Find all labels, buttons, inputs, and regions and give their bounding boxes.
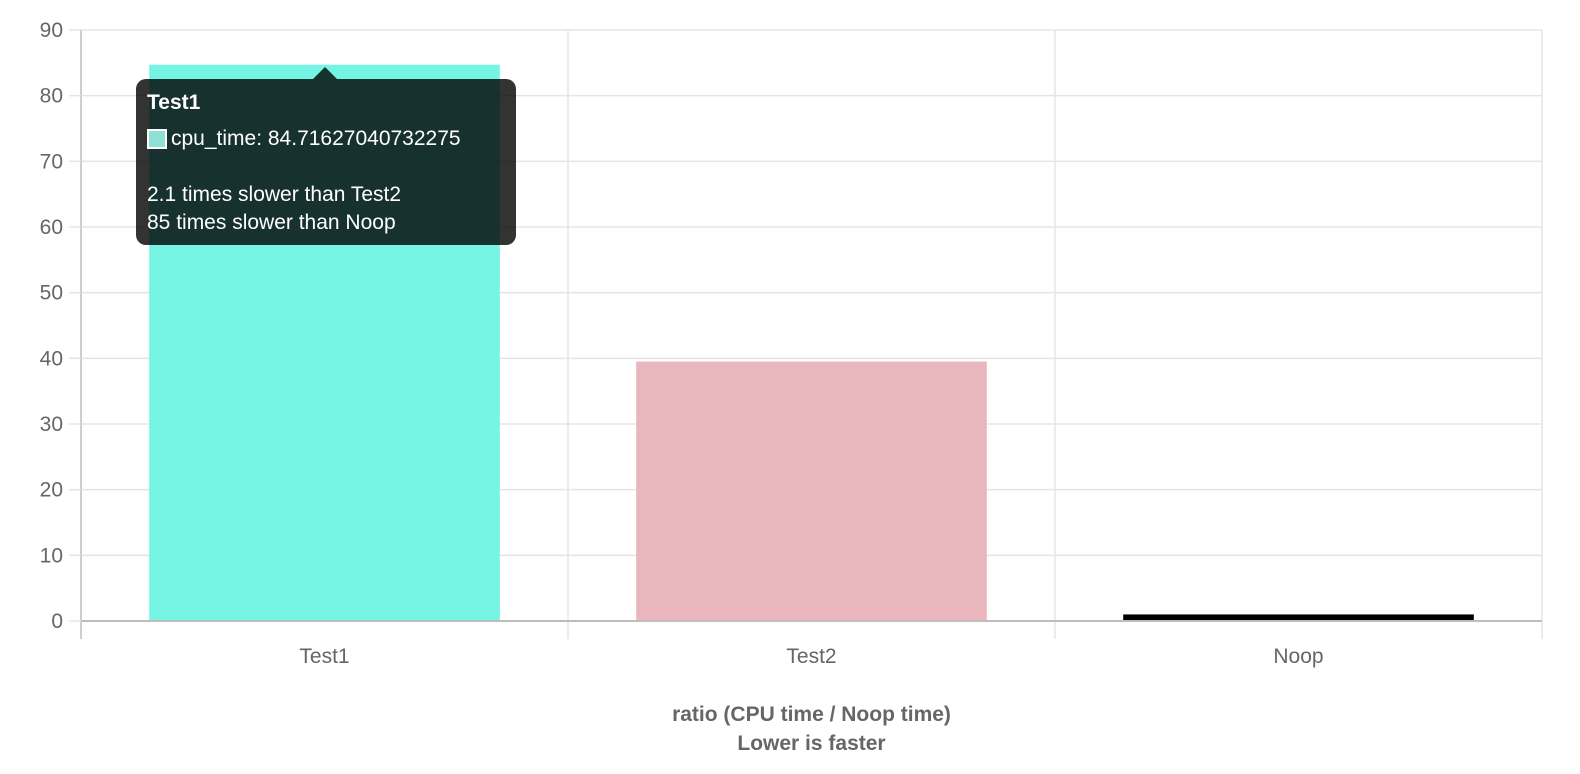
tooltip-label: cpu_time: 84.71627040732275 [171,127,461,150]
tooltip-footer: 2.1 times slower than Test2 85 times slo… [147,181,505,237]
tooltip-caret [313,67,337,79]
y-tick-label: 10 [40,544,63,567]
y-tick-label: 0 [51,610,63,633]
x-tick-label: Test2 [786,645,836,668]
y-tick-label: 30 [40,413,63,436]
tooltip-footer-line: 2.1 times slower than Test2 [147,183,402,206]
tooltip-color-swatch [147,129,167,149]
labels-layer: 0 10 20 30 40 50 60 70 80 90 Test1 Test2 Noop ratio (… [40,19,1324,755]
y-tick-label: 90 [40,19,63,42]
bar-noop [1123,614,1474,621]
tooltip-footer-line: 85 times slower than Noop [147,211,396,234]
y-tick-label: 80 [40,85,63,108]
y-tick-label: 60 [40,216,63,239]
tooltip-body: cpu_time: 84.71627040732275 [147,125,505,153]
bar-test2 [636,361,987,621]
x-tick-label: Test1 [299,645,349,668]
y-tick-label: 40 [40,347,63,370]
axes-layer [69,29,1542,622]
chart-tooltip: Test1 cpu_time: 84.71627040732275 2.1 ti… [136,67,516,245]
x-axis-title-line: ratio (CPU time / Noop time) [672,703,951,726]
y-tick-label: 50 [40,282,63,305]
y-tick-label: 20 [40,479,63,502]
y-tick-label: 70 [40,150,63,173]
x-axis-title-line: Lower is faster [737,732,885,755]
x-tick-label: Noop [1273,645,1323,668]
tooltip-title: Test1 [147,91,201,114]
